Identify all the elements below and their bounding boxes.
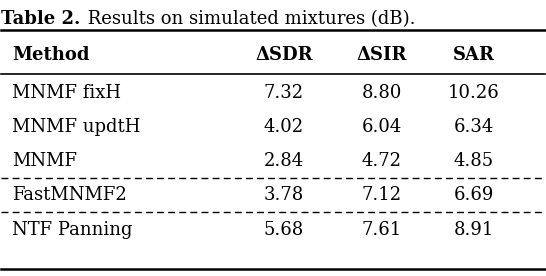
Text: NTF Panning: NTF Panning [12, 221, 133, 238]
Text: 6.04: 6.04 [361, 118, 402, 136]
Text: ΔSIR: ΔSIR [357, 46, 407, 64]
Text: 5.68: 5.68 [264, 221, 304, 238]
Text: 6.34: 6.34 [454, 118, 494, 136]
Text: 4.72: 4.72 [361, 152, 402, 170]
Text: 6.69: 6.69 [454, 186, 494, 204]
Text: SAR: SAR [453, 46, 495, 64]
Text: MNMF: MNMF [12, 152, 77, 170]
Text: 3.78: 3.78 [264, 186, 304, 204]
Text: MNMF updtH: MNMF updtH [12, 118, 141, 136]
Text: 7.32: 7.32 [264, 84, 304, 102]
Text: 8.91: 8.91 [454, 221, 494, 238]
Text: 2.84: 2.84 [264, 152, 304, 170]
Text: 7.12: 7.12 [361, 186, 402, 204]
Text: 4.85: 4.85 [454, 152, 494, 170]
Text: FastMNMF2: FastMNMF2 [12, 186, 127, 204]
Text: MNMF fixH: MNMF fixH [12, 84, 121, 102]
Text: 10.26: 10.26 [448, 84, 500, 102]
Text: Table 2.: Table 2. [2, 10, 81, 28]
Text: 7.61: 7.61 [361, 221, 402, 238]
Text: 8.80: 8.80 [361, 84, 402, 102]
Text: Method: Method [12, 46, 90, 64]
Text: 4.02: 4.02 [264, 118, 304, 136]
Text: Results on simulated mixtures (dB).: Results on simulated mixtures (dB). [82, 10, 416, 28]
Text: ΔSDR: ΔSDR [255, 46, 313, 64]
